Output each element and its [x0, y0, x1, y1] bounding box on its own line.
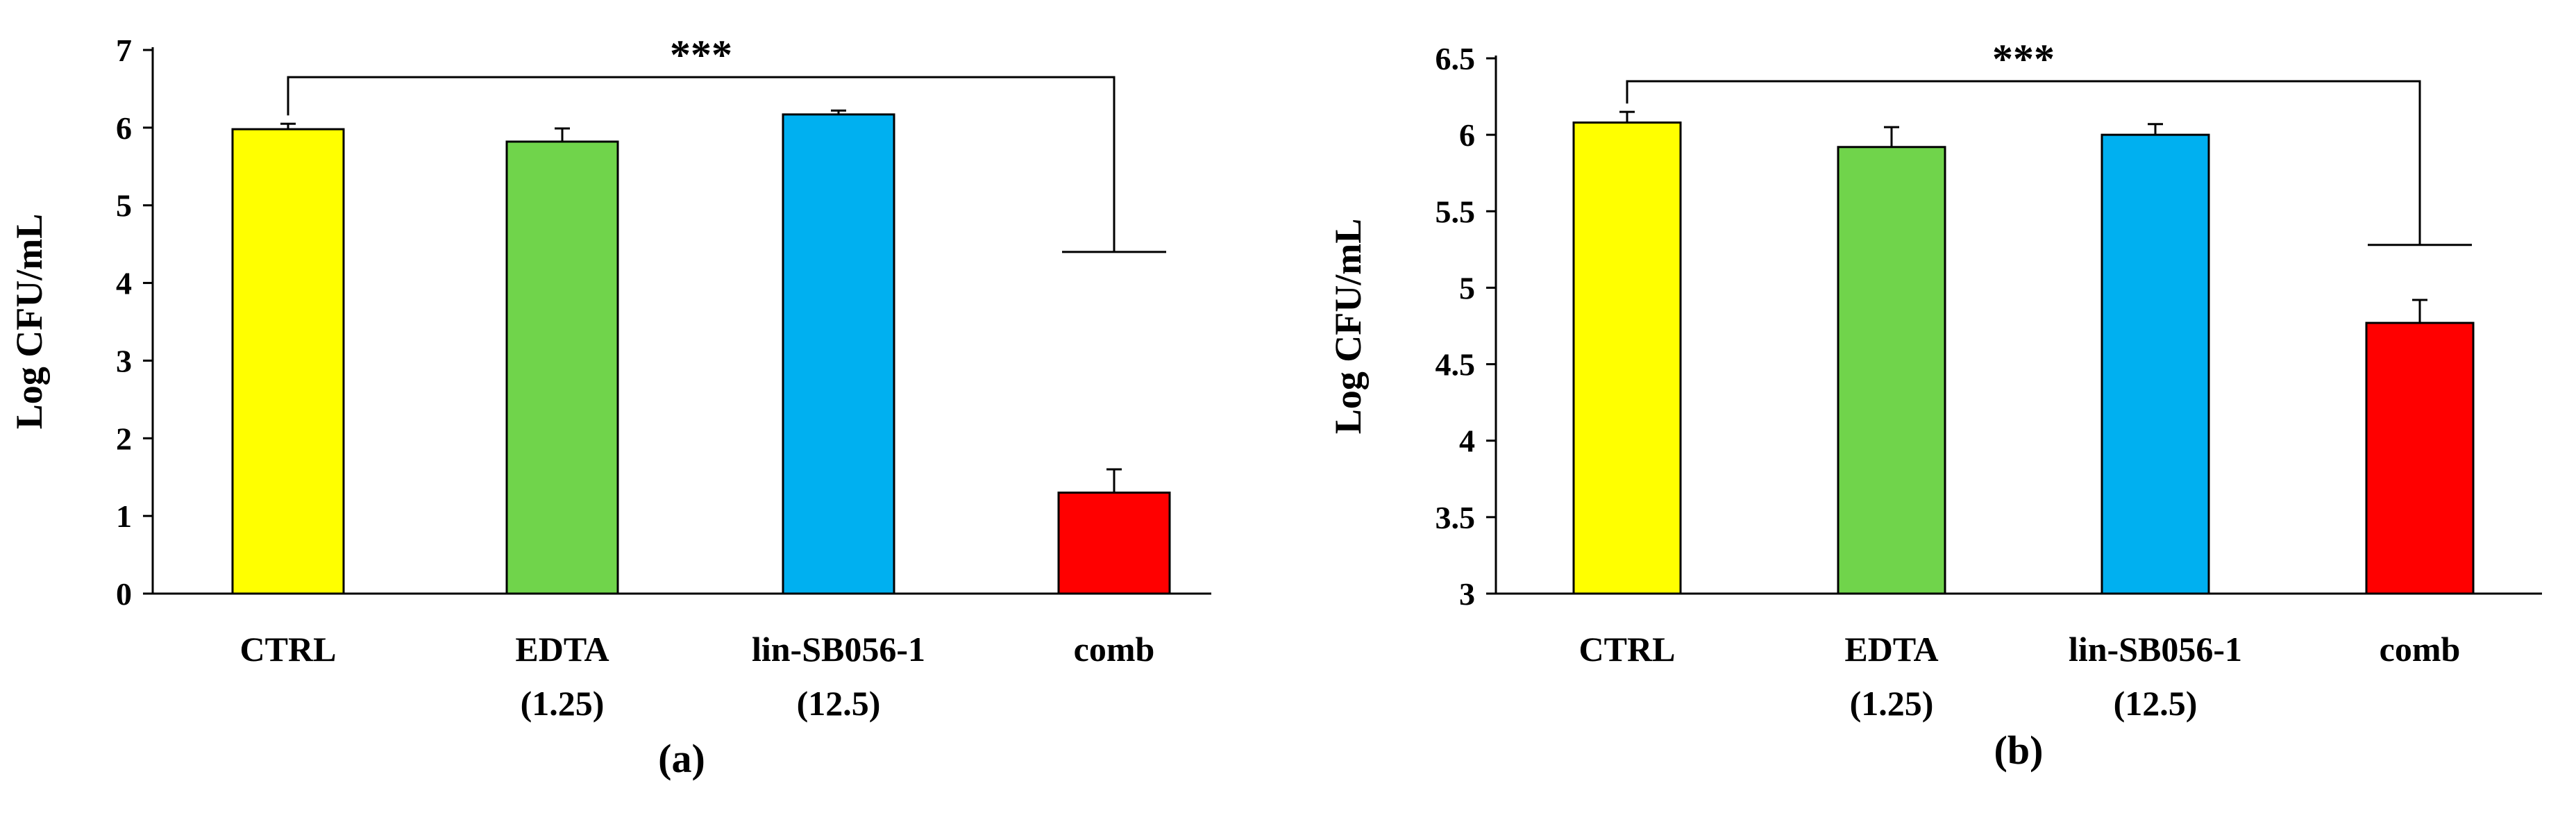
bar [1837, 146, 1946, 595]
bar [1057, 492, 1171, 595]
y-tick-label: 3 [116, 343, 132, 378]
bar [782, 113, 895, 595]
bar [2365, 321, 2475, 595]
y-tick-label: 5 [116, 188, 132, 224]
y-tick-label: 0 [116, 576, 132, 612]
y-tick-label: 4 [1459, 424, 1475, 459]
y-tick-label: 6.5 [1436, 41, 1476, 76]
x-tick-label: EDTA [1844, 630, 1938, 669]
x-tick-label-sub: (1.25) [521, 684, 605, 723]
y-axis-title: Log CFU/mL [8, 214, 50, 430]
bar [1572, 121, 1682, 595]
y-tick-label: 4.5 [1436, 347, 1476, 383]
x-tick-label: comb [2380, 630, 2461, 669]
y-tick-label: 3.5 [1436, 500, 1476, 535]
panel-label: (b) [1994, 728, 2044, 773]
y-tick-label: 6 [116, 110, 132, 146]
y-tick-label: 1 [116, 498, 132, 534]
y-tick-label: 5.5 [1436, 194, 1476, 229]
x-tick-label: comb [1074, 630, 1155, 669]
y-tick-label: 3 [1459, 576, 1475, 612]
x-tick-label: EDTA [515, 630, 609, 669]
significance-label: *** [1992, 36, 2055, 82]
y-tick-label: 7 [116, 33, 132, 68]
x-tick-label-sub: (12.5) [2114, 684, 2198, 723]
significance-bracket [1626, 80, 2421, 245]
chart-panel-b: 3 3.5 4 4.5 5 5.5 6 6.5 Log CFU/mL CTRL EDTA (1.25)… [1327, 36, 2542, 773]
y-tick-label: 4 [116, 266, 132, 301]
x-tick-label: CTRL [240, 630, 337, 669]
x-tick-label: lin-SB056-1 [2069, 630, 2242, 669]
x-tick-label: CTRL [1579, 630, 1676, 669]
x-tick-label: lin-SB056-1 [752, 630, 925, 669]
y-tick-label: 5 [1459, 270, 1475, 305]
bar [231, 128, 345, 595]
significance-bracket [287, 76, 1116, 252]
chart-panel-a: 0 1 2 3 4 5 6 7 Log CFU/mL CTRL EDTA (1.25) lin-SB05… [8, 32, 1211, 781]
y-axis-title: Log CFU/mL [1327, 219, 1369, 435]
panel-label: (a) [658, 736, 705, 781]
significance-label: *** [670, 32, 732, 78]
y-tick-label: 6 [1459, 117, 1475, 153]
bar [505, 140, 619, 595]
y-tick-label: 2 [116, 421, 132, 456]
bar [2101, 133, 2210, 595]
x-tick-label-sub: (1.25) [1850, 684, 1934, 723]
x-tick-label-sub: (12.5) [797, 684, 881, 723]
